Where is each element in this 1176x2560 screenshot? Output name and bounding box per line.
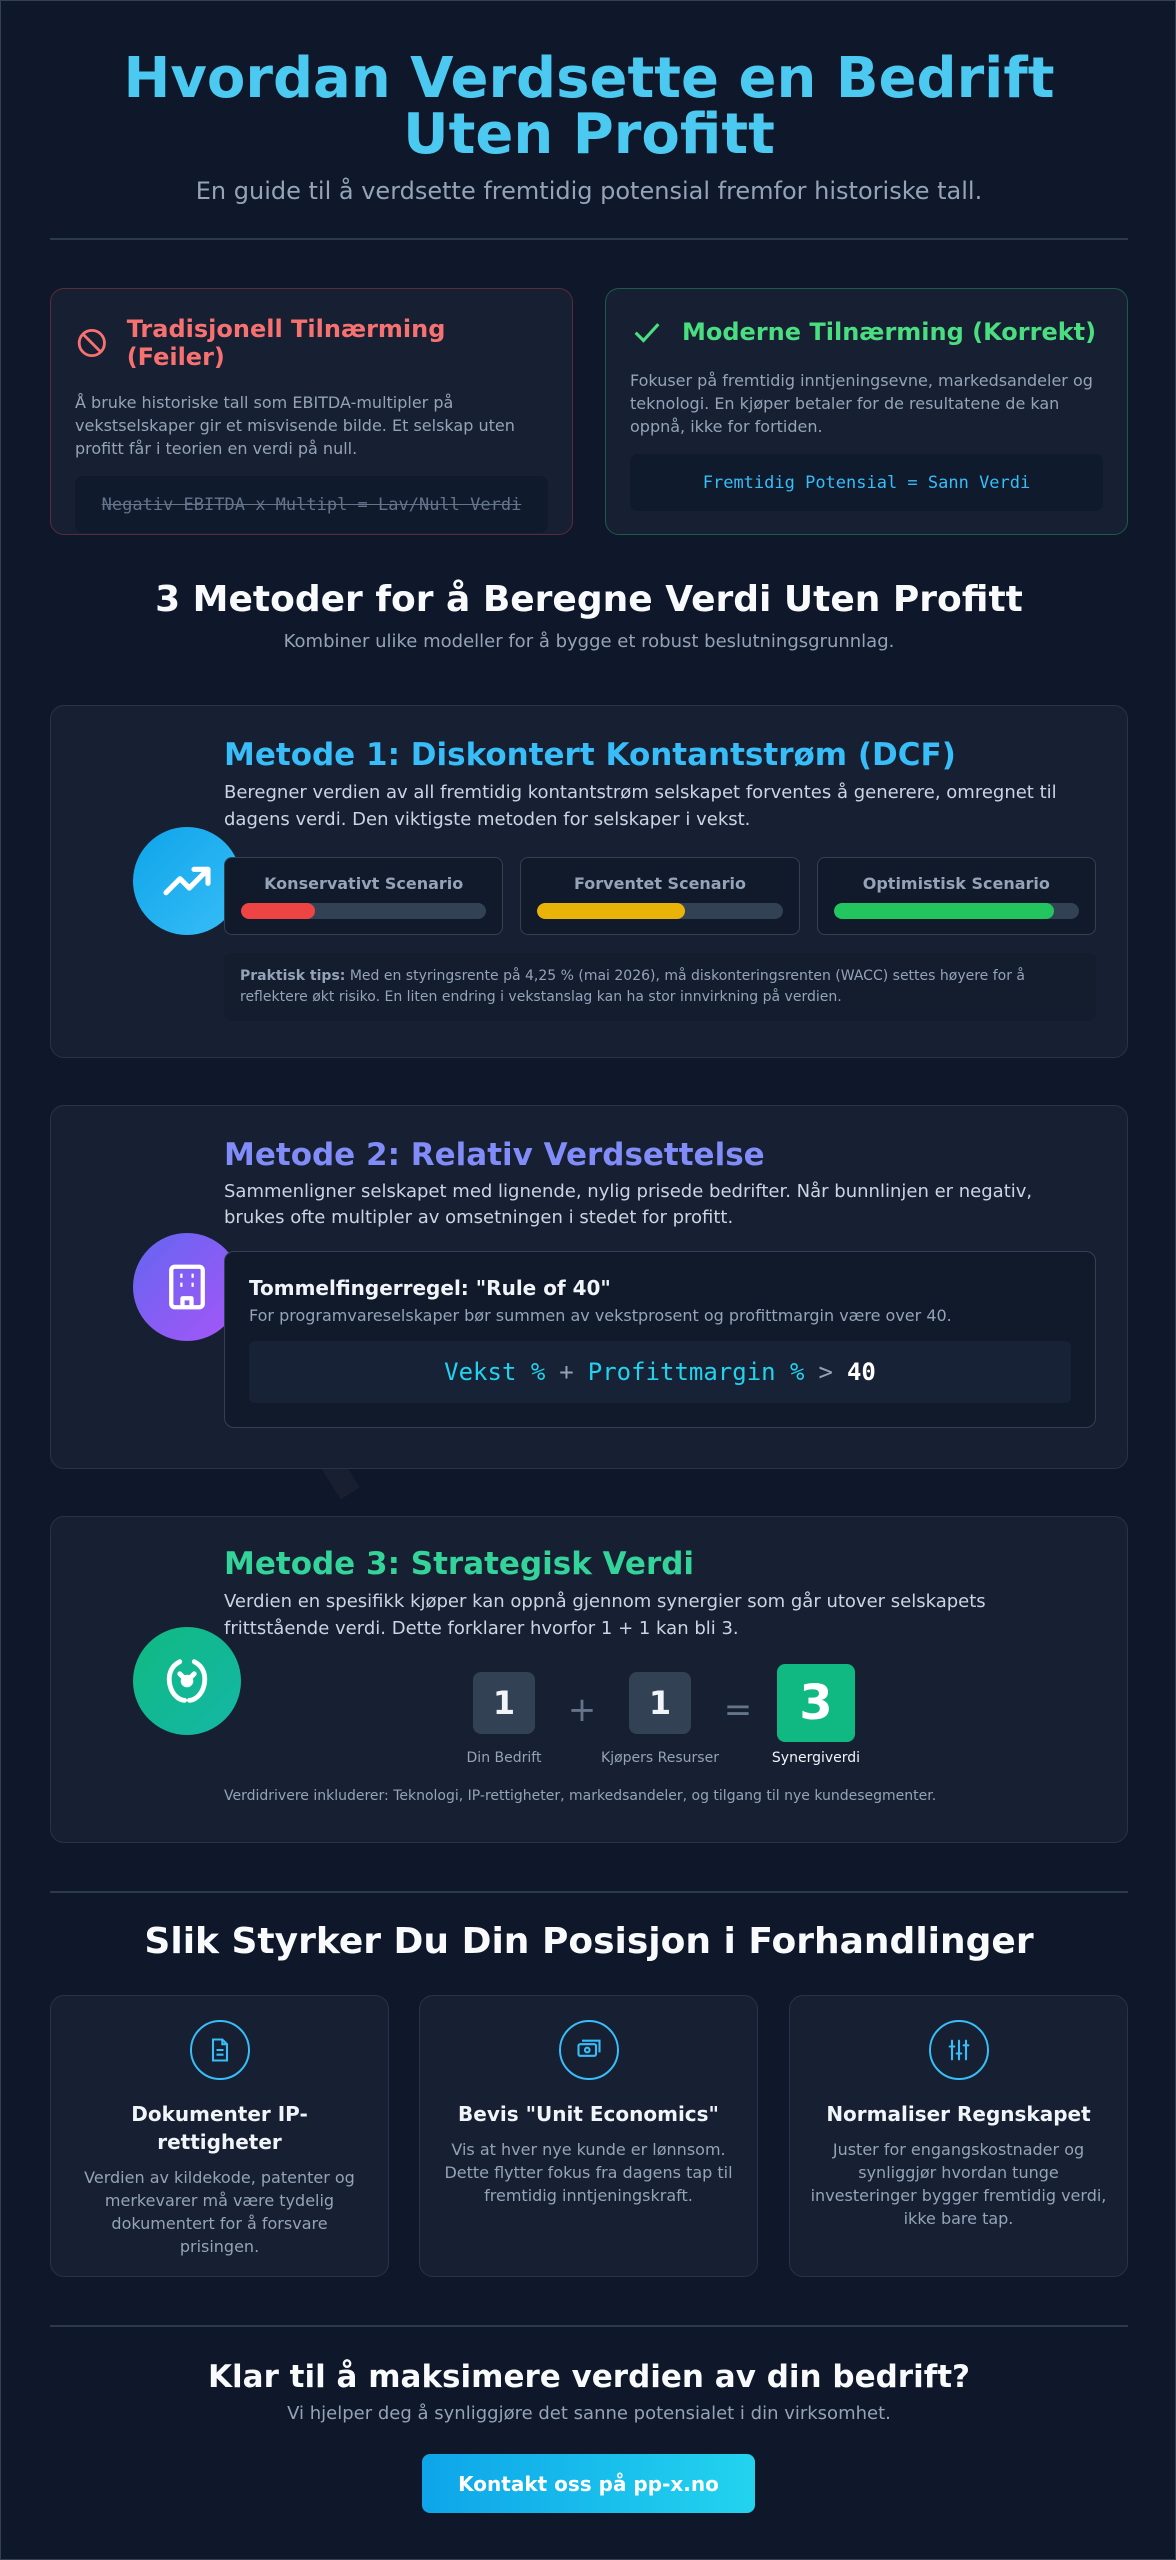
cta-subtitle: Vi hjelper deg å synliggjøre det sanne p… — [287, 2403, 891, 2424]
tip-card: Bevis "Unit Economics" Vis at hver nye k… — [419, 1995, 758, 2277]
page-title: Hvordan Verdsette en Bedrift Uten Profit… — [123, 46, 1055, 167]
term-label: Din Bedrift — [466, 1750, 542, 1766]
scenario-bar — [833, 903, 1055, 919]
tip-label: Praktisk tips: — [240, 968, 346, 984]
approach-text: Å bruke historiske tall som EBITDA-multi… — [75, 393, 515, 458]
card-text: Vis at hver nye kunde er lønnsom. Dette … — [444, 2140, 733, 2205]
card-icon — [928, 2020, 989, 2080]
equation-term: 1 Din Bedrift — [426, 1672, 582, 1766]
method-text: Sammenligner selskapet med lignende, nyl… — [224, 1181, 1033, 1228]
term-value: 3 — [777, 1664, 855, 1742]
method-body: Metode 2: Relativ Verdsettelse Sammenlig… — [224, 1136, 1096, 1428]
cta-button[interactable]: Kontakt oss på pp-x.no — [422, 2454, 755, 2513]
card-title: Bevis "Unit Economics" — [458, 2102, 719, 2126]
scenario-track — [537, 903, 783, 919]
rule-title: Tommelfingerregel: "Rule of 40" — [249, 1276, 611, 1300]
approach-formula: Negativ EBITDA x Multipl = Lav/Null Verd… — [75, 476, 548, 533]
card-text: Verdien av kildekode, patenter og merkev… — [84, 2168, 355, 2256]
rule-box: Tommelfingerregel: "Rule of 40" For prog… — [224, 1251, 1096, 1428]
scenario-bar — [241, 903, 315, 919]
method-text: Beregner verdien av all fremtidig kontan… — [224, 782, 1057, 830]
term-value: 1 — [629, 1672, 691, 1734]
tip-text: Med en styringsrente på 4,25 % (mai 2026… — [240, 968, 1026, 1005]
rule-text: For programvareselskaper bør summen av v… — [249, 1306, 952, 1325]
formula-operator: > — [818, 1358, 833, 1386]
check-icon — [634, 323, 660, 343]
formula-term: Profittmargin % — [587, 1358, 805, 1386]
formula-operator: + — [559, 1358, 574, 1386]
method-card: Metode 1: Diskontert Kontantstrøm (DCF) … — [50, 705, 1128, 1058]
scenario-track — [241, 903, 487, 919]
approach-title: Moderne Tilnærming (Korrekt) — [682, 318, 1097, 346]
card-icon — [558, 2020, 619, 2080]
approach-heading: Tradisjonell Tilnærming (Feiler) — [75, 315, 548, 371]
method-title: Metode 1: Diskontert Kontantstrøm (DCF) — [224, 737, 956, 773]
page-subtitle: En guide til å verdsette fremtidig poten… — [195, 177, 983, 205]
method-note: Verdidrivere inkluderer: Teknologi, IP-r… — [224, 1788, 937, 1804]
method-icon — [133, 1627, 241, 1735]
approach-text: Fokuser på fremtidig inntjeningsevne, ma… — [630, 371, 1093, 436]
method-body: Metode 3: Strategisk Verdi Verdien en sp… — [224, 1545, 1096, 1804]
divider — [50, 2325, 1128, 2327]
scenario: Optimistisk Scenario — [816, 857, 1096, 935]
scenario: Forventet Scenario — [520, 857, 800, 935]
approach-title: Tradisjonell Tilnærming (Feiler) — [126, 315, 446, 371]
term-label: Synergiverdi — [771, 1750, 861, 1766]
formula-threshold: 40 — [846, 1358, 876, 1386]
formula-term: Vekst % — [444, 1358, 546, 1386]
approach-heading: Moderne Tilnærming (Korrekt) — [630, 315, 1103, 349]
scenario-track — [833, 903, 1079, 919]
equation-term: 1 Kjøpers Resurser — [582, 1672, 738, 1766]
approach-card: Moderne Tilnærming (Korrekt) Fokuser på … — [605, 288, 1128, 535]
method-icon — [133, 1233, 241, 1341]
equation-term: 3 Synergiverdi — [738, 1664, 894, 1766]
card-text: Juster for engangskostnader og synliggjø… — [810, 2140, 1107, 2228]
method-title: Metode 3: Strategisk Verdi — [224, 1546, 695, 1582]
scenario-label: Optimistisk Scenario — [862, 874, 1050, 893]
cta-title: Klar til å maksimere verdien av din bedr… — [208, 2359, 970, 2395]
header: Hvordan Verdsette en Bedrift Uten Profit… — [61, 51, 1117, 206]
scenario: Konservativt Scenario — [224, 857, 504, 935]
term-value: 1 — [473, 1672, 535, 1734]
method-title: Metode 2: Relativ Verdsettelse — [224, 1137, 765, 1173]
term-label: Kjøpers Resurser — [601, 1750, 719, 1766]
card-icon — [189, 2020, 250, 2080]
scenario-bar — [537, 903, 685, 919]
method-card: Metode 2: Relativ Verdsettelse Sammenlig… — [50, 1105, 1128, 1469]
ban-icon — [77, 328, 106, 358]
tip-card: Dokumenter IP-rettigheter Verdien av kil… — [50, 1995, 389, 2277]
approach-formula: Fremtidig Potensial = Sann Verdi — [630, 454, 1103, 511]
scenarios: Konservativt Scenario Forventet Scenario… — [224, 857, 1096, 935]
rule-formula: Vekst % + Profittmargin % > 40 — [249, 1341, 1071, 1403]
card-title: Normaliser Regnskapet — [826, 2102, 1091, 2126]
approach-card: Tradisjonell Tilnærming (Feiler) Å bruke… — [50, 288, 573, 535]
divider — [50, 1891, 1128, 1893]
method-body: Metode 1: Diskontert Kontantstrøm (DCF) … — [224, 736, 1096, 1021]
tip: Praktisk tips: Med en styringsrente på 4… — [224, 953, 1096, 1021]
synergy-equation: 1 Din Bedrift + 1 Kjøpers Resurser = 3 Syne… — [224, 1664, 1096, 1766]
scenario-label: Konservativt Scenario — [264, 874, 464, 893]
scenario-label: Forventet Scenario — [574, 874, 746, 893]
card-title: Dokumenter IP-rettigheter — [131, 2102, 308, 2154]
tip-card: Normaliser Regnskapet Juster for engangs… — [789, 1995, 1128, 2277]
section-subtitle: Kombiner ulike modeller for å bygge et r… — [283, 631, 895, 652]
method-icon — [133, 827, 241, 935]
method-text: Verdien en spesifikk kjøper kan oppnå gj… — [224, 1591, 986, 1639]
method-card: Metode 3: Strategisk Verdi Verdien en sp… — [50, 1516, 1128, 1843]
divider — [50, 238, 1128, 240]
section-title: 3 Metoder for å Beregne Verdi Uten Profi… — [155, 579, 1023, 620]
section-title: Slik Styrker Du Din Posisjon i Forhandli… — [144, 1921, 1034, 1962]
